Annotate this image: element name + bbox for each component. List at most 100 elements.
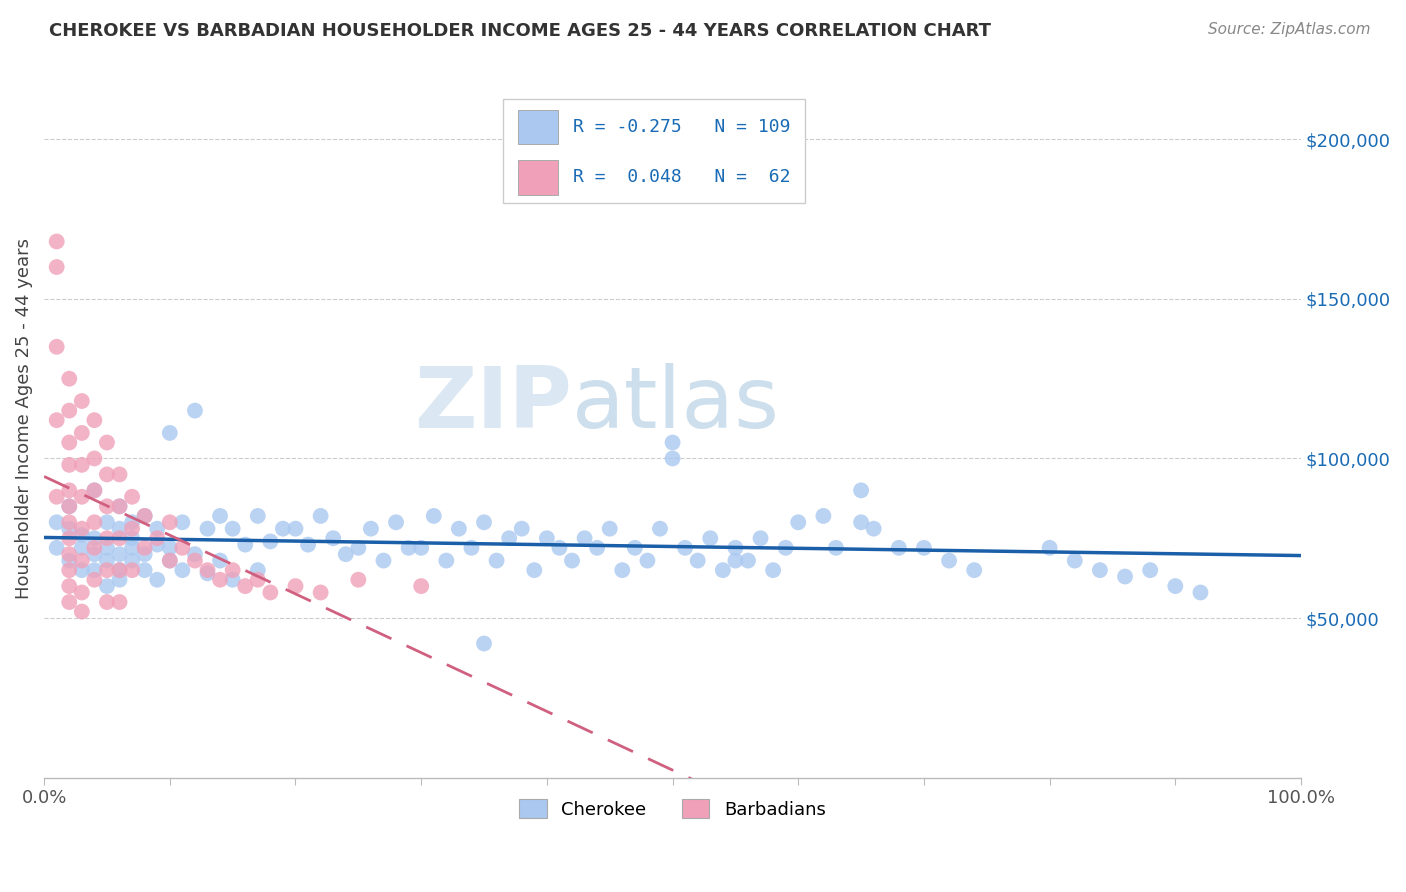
Point xyxy=(434,553,457,567)
Point xyxy=(523,563,546,577)
Point xyxy=(259,585,281,599)
Point xyxy=(83,516,105,530)
Point xyxy=(45,340,67,354)
Point xyxy=(813,508,835,523)
Point xyxy=(96,531,118,545)
Point xyxy=(411,579,433,593)
Point xyxy=(108,522,131,536)
Point xyxy=(121,553,143,567)
Point xyxy=(297,538,319,552)
Point xyxy=(146,522,169,536)
Point xyxy=(1164,579,1187,593)
Point xyxy=(686,553,709,567)
Text: Source: ZipAtlas.com: Source: ZipAtlas.com xyxy=(1208,22,1371,37)
Point xyxy=(1063,553,1085,567)
Point xyxy=(70,605,93,619)
Point xyxy=(146,531,169,545)
Point xyxy=(58,579,80,593)
Point xyxy=(648,522,671,536)
Point xyxy=(121,490,143,504)
Point xyxy=(472,516,495,530)
Point xyxy=(58,458,80,472)
Point xyxy=(699,531,721,545)
Point xyxy=(96,553,118,567)
Point xyxy=(108,531,131,545)
Point xyxy=(221,522,243,536)
Point xyxy=(45,541,67,555)
FancyBboxPatch shape xyxy=(517,110,558,145)
Point xyxy=(172,563,194,577)
Point xyxy=(70,522,93,536)
Point xyxy=(83,573,105,587)
Point xyxy=(134,508,156,523)
Point xyxy=(347,541,370,555)
Point xyxy=(197,566,219,581)
Point xyxy=(1114,569,1136,583)
Point xyxy=(1088,563,1111,577)
Point xyxy=(134,547,156,561)
Point xyxy=(159,425,181,440)
Point xyxy=(108,500,131,514)
Point xyxy=(108,500,131,514)
Point xyxy=(121,522,143,536)
Point xyxy=(121,516,143,530)
Y-axis label: Householder Income Ages 25 - 44 years: Householder Income Ages 25 - 44 years xyxy=(15,238,32,599)
Point xyxy=(70,553,93,567)
Point xyxy=(1139,563,1161,577)
Point xyxy=(58,563,80,577)
Text: CHEROKEE VS BARBADIAN HOUSEHOLDER INCOME AGES 25 - 44 YEARS CORRELATION CHART: CHEROKEE VS BARBADIAN HOUSEHOLDER INCOME… xyxy=(49,22,991,40)
Text: R = -0.275   N = 109: R = -0.275 N = 109 xyxy=(574,118,790,136)
Point xyxy=(246,573,269,587)
Point xyxy=(221,563,243,577)
Point xyxy=(398,541,420,555)
Point xyxy=(58,531,80,545)
Point xyxy=(83,531,105,545)
Point xyxy=(661,451,683,466)
Point xyxy=(536,531,558,545)
Point xyxy=(309,585,332,599)
Point xyxy=(209,553,232,567)
Point xyxy=(96,563,118,577)
Text: R =  0.048   N =  62: R = 0.048 N = 62 xyxy=(574,169,790,186)
Point xyxy=(599,522,621,536)
Point xyxy=(58,403,80,417)
Point xyxy=(548,541,571,555)
Point xyxy=(510,522,533,536)
Point xyxy=(373,553,395,567)
Point xyxy=(58,372,80,386)
Point xyxy=(70,541,93,555)
Point xyxy=(96,435,118,450)
Point xyxy=(134,508,156,523)
Point xyxy=(83,541,105,555)
Point xyxy=(58,435,80,450)
Point xyxy=(83,563,105,577)
Point xyxy=(70,563,93,577)
Point xyxy=(561,553,583,567)
Point xyxy=(159,516,181,530)
Point xyxy=(70,458,93,472)
Point xyxy=(96,500,118,514)
Point xyxy=(121,541,143,555)
Point xyxy=(411,541,433,555)
Point xyxy=(887,541,910,555)
Point xyxy=(284,579,307,593)
Point xyxy=(108,563,131,577)
Legend: Cherokee, Barbadians: Cherokee, Barbadians xyxy=(512,792,832,826)
Point xyxy=(724,553,747,567)
Point xyxy=(271,522,294,536)
Point xyxy=(108,467,131,482)
Point xyxy=(108,573,131,587)
Point xyxy=(209,508,232,523)
Point xyxy=(58,500,80,514)
Point xyxy=(322,531,344,545)
Point xyxy=(574,531,596,545)
Point xyxy=(762,563,785,577)
Point xyxy=(146,538,169,552)
Point xyxy=(233,579,256,593)
Point xyxy=(146,573,169,587)
Point xyxy=(172,516,194,530)
FancyBboxPatch shape xyxy=(503,99,804,203)
Point xyxy=(108,595,131,609)
Point xyxy=(221,573,243,587)
Point xyxy=(586,541,609,555)
